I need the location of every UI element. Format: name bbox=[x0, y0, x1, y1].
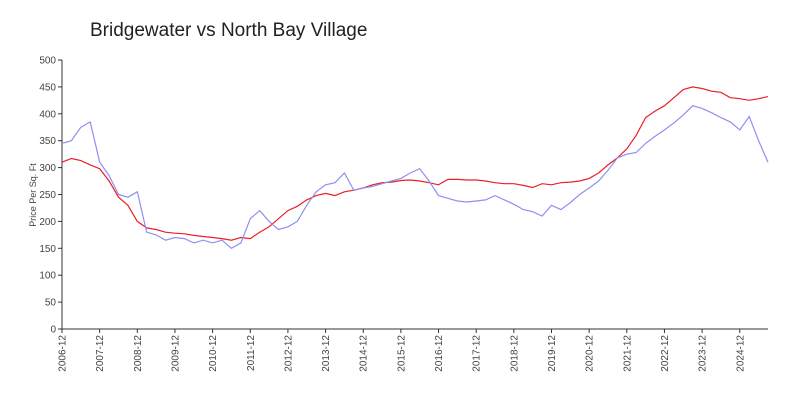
x-tick-label: 2015-12 bbox=[396, 335, 407, 372]
y-axis-label: Price Per Sq. Ft bbox=[28, 163, 38, 227]
x-tick-label: 2023-12 bbox=[698, 335, 709, 372]
y-tick-label: 400 bbox=[39, 109, 56, 120]
y-tick-label: 150 bbox=[39, 244, 56, 255]
x-tick-label: 2017-12 bbox=[472, 335, 483, 372]
x-tick-label: 2013-12 bbox=[321, 335, 332, 372]
x-tick-label: 2021-12 bbox=[622, 335, 633, 372]
x-tick-label: 2014-12 bbox=[359, 335, 370, 372]
y-tick-label: 450 bbox=[39, 82, 56, 93]
x-tick-label: 2016-12 bbox=[434, 335, 445, 372]
y-tick-label: 200 bbox=[39, 217, 56, 228]
line-series bbox=[61, 86, 769, 241]
x-tick-label: 2019-12 bbox=[547, 335, 558, 372]
y-tick-label: 350 bbox=[39, 136, 56, 147]
x-tick-label: 2010-12 bbox=[208, 335, 219, 372]
x-tick-label: 2006-12 bbox=[58, 335, 69, 372]
x-tick-label: 2009-12 bbox=[170, 335, 181, 372]
y-tick-label: 300 bbox=[39, 163, 56, 174]
x-tick-label: 2022-12 bbox=[660, 335, 671, 372]
x-tick-label: 2008-12 bbox=[133, 335, 144, 372]
chart-title: Bridgewater vs North Bay Village bbox=[90, 20, 367, 41]
y-tick-label: 100 bbox=[39, 271, 56, 282]
y-tick-label: 0 bbox=[50, 325, 56, 336]
x-tick-label: 2020-12 bbox=[585, 335, 596, 372]
line-series bbox=[61, 105, 769, 250]
x-tick-label: 2007-12 bbox=[95, 335, 106, 372]
y-tick-label: 250 bbox=[39, 190, 56, 201]
x-tick-label: 2024-12 bbox=[735, 335, 746, 372]
y-tick-label: 50 bbox=[45, 298, 57, 309]
y-tick-label: 500 bbox=[39, 56, 56, 67]
x-tick-label: 2018-12 bbox=[509, 335, 520, 372]
x-tick-label: 2012-12 bbox=[283, 335, 294, 372]
x-tick-label: 2011-12 bbox=[246, 335, 257, 371]
